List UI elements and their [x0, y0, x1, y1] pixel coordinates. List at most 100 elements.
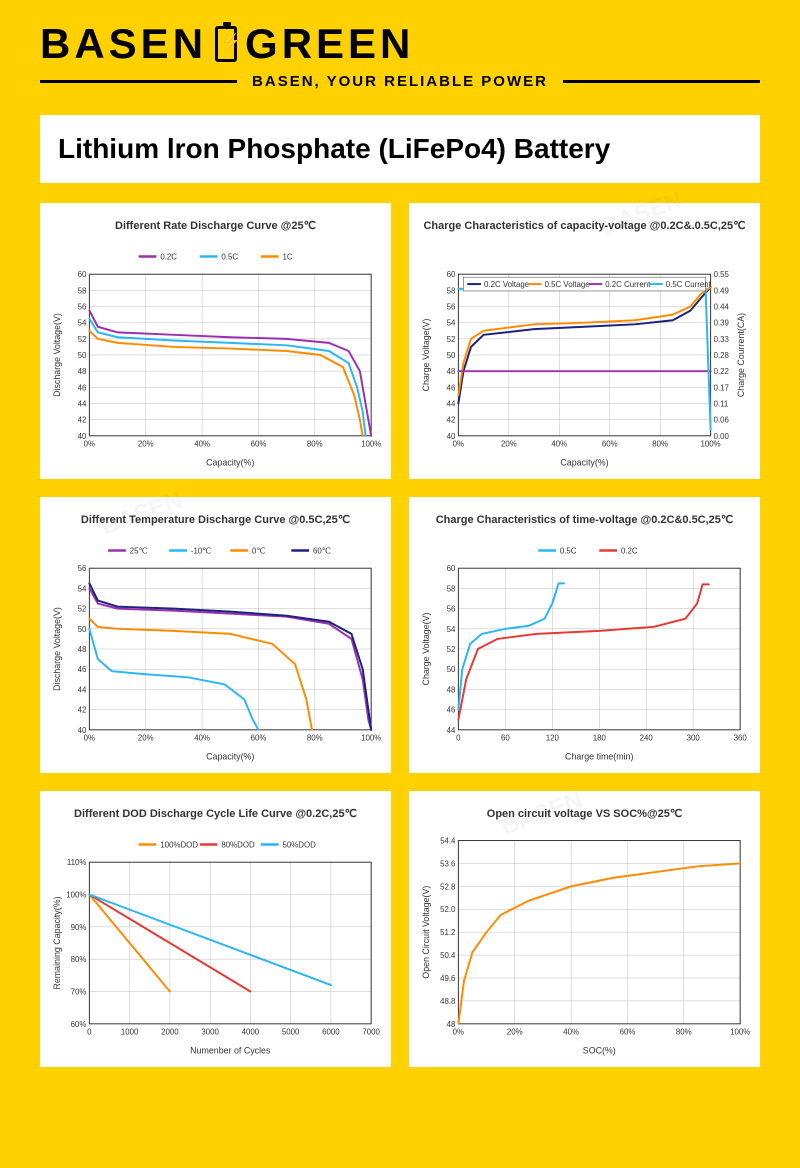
page-title: Lithium lron Phosphate (LiFePo4) Battery — [58, 133, 742, 165]
svg-text:20%: 20% — [138, 734, 154, 743]
svg-text:Charge time(min): Charge time(min) — [565, 751, 633, 761]
svg-text:300: 300 — [687, 734, 701, 743]
logo-right: GREEN — [245, 20, 414, 68]
svg-text:44: 44 — [447, 399, 456, 408]
svg-text:Open Circuit Voltage(V): Open Circuit Voltage(V) — [421, 886, 431, 979]
svg-text:20%: 20% — [507, 1028, 523, 1037]
svg-text:58: 58 — [447, 286, 456, 295]
svg-text:44: 44 — [447, 726, 456, 735]
svg-text:70%: 70% — [71, 987, 87, 996]
svg-text:54.4: 54.4 — [440, 837, 456, 846]
svg-text:100%: 100% — [701, 440, 721, 449]
chart-title: Different DOD Discharge Cycle Life Curve… — [48, 799, 383, 829]
svg-text:56: 56 — [78, 302, 87, 311]
svg-text:48.8: 48.8 — [440, 997, 456, 1006]
svg-text:100%DOD: 100%DOD — [160, 840, 198, 849]
svg-text:48: 48 — [447, 685, 456, 694]
svg-text:0.44: 0.44 — [714, 302, 730, 311]
svg-text:44: 44 — [78, 399, 87, 408]
svg-text:80%: 80% — [676, 1028, 692, 1037]
svg-text:Capacity(%): Capacity(%) — [560, 457, 608, 467]
svg-text:5000: 5000 — [282, 1028, 300, 1037]
svg-text:0%: 0% — [453, 1028, 464, 1037]
svg-text:0℃: 0℃ — [252, 546, 265, 555]
svg-text:0: 0 — [456, 734, 461, 743]
svg-text:80%: 80% — [307, 440, 323, 449]
svg-text:Numenber of Cycles: Numenber of Cycles — [190, 1045, 271, 1055]
chart-card: Charge Characteristics of time-voltage @… — [409, 497, 760, 773]
svg-text:0.17: 0.17 — [714, 383, 729, 392]
svg-text:0.5C: 0.5C — [221, 252, 238, 261]
chart-card: Different Rate Discharge Curve @25℃40424… — [40, 203, 391, 479]
svg-text:60%: 60% — [71, 1020, 87, 1029]
svg-text:46: 46 — [78, 383, 87, 392]
svg-text:0%: 0% — [84, 440, 95, 449]
svg-text:80%: 80% — [307, 734, 323, 743]
svg-text:50%DOD: 50%DOD — [283, 840, 317, 849]
svg-text:0.55: 0.55 — [714, 270, 730, 279]
svg-text:100%: 100% — [361, 440, 381, 449]
svg-text:20%: 20% — [138, 440, 154, 449]
svg-text:0.06: 0.06 — [714, 416, 730, 425]
svg-text:52: 52 — [447, 335, 456, 344]
svg-text:100%: 100% — [361, 734, 381, 743]
c3-svg: 4042444648505254560%20%40%60%80%100%Capa… — [48, 535, 383, 765]
svg-text:52: 52 — [78, 335, 87, 344]
svg-text:0.2C Voltage: 0.2C Voltage — [484, 280, 530, 289]
svg-text:3000: 3000 — [201, 1028, 219, 1037]
svg-text:1C: 1C — [283, 252, 293, 261]
svg-text:0.2C Current: 0.2C Current — [605, 280, 651, 289]
svg-text:0.2C: 0.2C — [160, 252, 177, 261]
svg-text:60%: 60% — [251, 440, 267, 449]
svg-text:Charge Voltage(V): Charge Voltage(V) — [421, 613, 431, 686]
svg-text:Capacity(%): Capacity(%) — [206, 751, 254, 761]
svg-text:0%: 0% — [84, 734, 95, 743]
svg-text:60: 60 — [78, 270, 87, 279]
svg-text:42: 42 — [447, 416, 456, 425]
svg-text:50: 50 — [78, 351, 87, 360]
svg-text:56: 56 — [447, 605, 456, 614]
svg-text:0.00: 0.00 — [714, 432, 730, 441]
svg-text:0: 0 — [87, 1028, 92, 1037]
svg-text:54: 54 — [447, 319, 456, 328]
svg-text:58: 58 — [447, 584, 456, 593]
svg-text:60: 60 — [447, 564, 456, 573]
svg-text:100%: 100% — [66, 890, 86, 899]
svg-text:Discharge Voltage(V): Discharge Voltage(V) — [52, 607, 62, 691]
chart-card: Different DOD Discharge Cycle Life Curve… — [40, 791, 391, 1067]
svg-text:48: 48 — [78, 645, 87, 654]
header: BASEN GREEN BASEN, YOUR RELIABLE POWER — [0, 0, 800, 100]
svg-text:51.2: 51.2 — [440, 928, 455, 937]
svg-text:240: 240 — [640, 734, 654, 743]
svg-text:0.28: 0.28 — [714, 351, 730, 360]
svg-text:80%: 80% — [71, 955, 87, 964]
c6-svg: 4848.849.650.451.252.052.853.654.40%20%4… — [417, 829, 752, 1059]
svg-text:49.6: 49.6 — [440, 974, 456, 983]
c4-svg: 444648505254565860060120180240300360Char… — [417, 535, 752, 765]
chart-title: Charge Characteristics of capacity-volta… — [417, 211, 752, 241]
svg-text:52.0: 52.0 — [440, 905, 456, 914]
svg-text:42: 42 — [78, 706, 87, 715]
svg-text:2000: 2000 — [161, 1028, 179, 1037]
svg-text:0%: 0% — [453, 440, 464, 449]
svg-text:60%: 60% — [251, 734, 267, 743]
svg-text:54: 54 — [447, 625, 456, 634]
svg-text:0.33: 0.33 — [714, 335, 730, 344]
svg-text:60: 60 — [447, 270, 456, 279]
svg-text:60%: 60% — [620, 1028, 636, 1037]
svg-text:40%: 40% — [551, 440, 567, 449]
chart-card: Different Temperature Discharge Curve @0… — [40, 497, 391, 773]
svg-text:60%: 60% — [602, 440, 618, 449]
svg-text:Capacity(%): Capacity(%) — [206, 457, 254, 467]
logo-left: BASEN — [40, 20, 207, 68]
svg-text:50: 50 — [78, 625, 87, 634]
svg-text:Charge Courrent(CA): Charge Courrent(CA) — [736, 313, 746, 397]
svg-text:60: 60 — [501, 734, 510, 743]
svg-text:Discharge Voltage(V): Discharge Voltage(V) — [52, 313, 62, 397]
svg-text:80%DOD: 80%DOD — [221, 840, 255, 849]
svg-text:25℃: 25℃ — [130, 546, 148, 555]
svg-text:80%: 80% — [652, 440, 668, 449]
battery-icon — [215, 26, 237, 62]
svg-text:53.6: 53.6 — [440, 859, 456, 868]
c2-svg: 40424446485052545658600%20%40%60%80%100%… — [417, 241, 752, 471]
